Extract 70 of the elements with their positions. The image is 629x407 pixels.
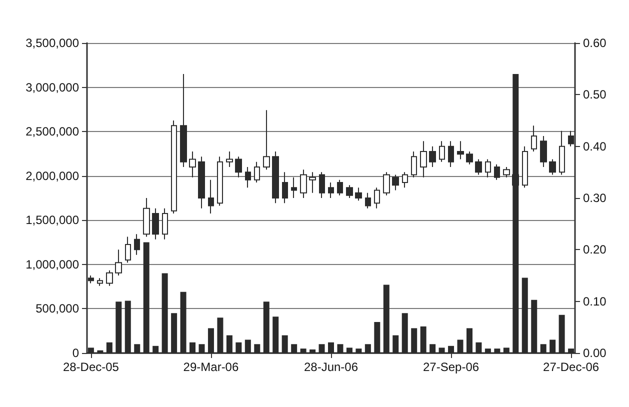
candlestick: [115, 249, 122, 276]
y2-tick-label: 0.30: [583, 191, 607, 205]
candlestick: [208, 179, 214, 214]
y-tick-label: 1,500,000: [26, 213, 80, 228]
candlestick: [245, 166, 251, 188]
candlestick: [355, 187, 362, 202]
y-tick-label: 3,000,000: [26, 80, 80, 94]
y-tick-label: 0: [72, 346, 80, 360]
candlestick: [503, 166, 510, 178]
candlestick: [485, 158, 491, 178]
candlestick: [152, 208, 159, 240]
candlestick: [106, 270, 113, 286]
candlestick: [319, 172, 325, 198]
y2-tick-label: 0.20: [583, 242, 607, 257]
candlestick: [420, 140, 427, 178]
candlestick: [189, 151, 196, 178]
candlestick: [171, 120, 177, 214]
candlestick: [475, 158, 482, 176]
y2-tick-label: 0.60: [583, 36, 607, 50]
y2-tick-label: 0.40: [583, 139, 607, 154]
candlestick: [448, 140, 454, 168]
y-tick-label: 500,000: [36, 302, 80, 316]
candlestick: [235, 156, 242, 178]
candlestick: [180, 74, 187, 168]
candlestick: [522, 146, 528, 188]
candlestick: [300, 169, 307, 198]
y-tick-label: 2,500,000: [26, 124, 80, 139]
candlestick: [549, 158, 556, 176]
candlestick: [125, 236, 131, 264]
candlestick: [263, 110, 270, 170]
x-tick-label: 29-Mar-06: [183, 360, 239, 374]
candlestick: [328, 182, 334, 198]
candlestick: [494, 164, 500, 180]
candlestick: [272, 151, 279, 204]
candlestick: [466, 151, 473, 165]
candlestick: [374, 187, 380, 209]
candlestick: [346, 184, 353, 198]
candlestick: [439, 140, 445, 162]
candlestick: [411, 151, 417, 178]
candlestick: [143, 198, 150, 238]
candlestick: [226, 151, 233, 168]
candlestick: [291, 176, 297, 198]
candlestick: [198, 156, 205, 209]
x-tick-label: 27-Sep-06: [423, 360, 480, 374]
candlestick: [383, 172, 390, 196]
candlestick: [282, 172, 288, 204]
candlestick: [531, 125, 537, 152]
candlestick: [429, 146, 436, 168]
candlestick: [309, 172, 316, 194]
candlestick: [457, 140, 464, 160]
candlestick: [392, 174, 399, 191]
candlestick: [162, 208, 168, 240]
candlestick: [540, 136, 547, 168]
candlestick: [254, 161, 260, 183]
y2-tick-label: 0.50: [583, 88, 607, 102]
candlestick: [97, 278, 103, 286]
y-tick-label: 1,000,000: [26, 257, 80, 272]
candlestick: [402, 172, 408, 188]
y-tick-label: 2,000,000: [26, 168, 80, 183]
x-tick-label: 28-Dec-05: [62, 360, 120, 374]
candlestick: [217, 156, 223, 206]
x-tick-label: 28-Jun-06: [304, 360, 358, 374]
candlestick: [134, 234, 140, 256]
x-tick-label: 27-Dec-06: [543, 360, 600, 374]
y2-tick-label: 0.10: [583, 294, 607, 308]
candlestick: [337, 179, 343, 196]
candlestick: [365, 192, 371, 209]
y-tick-label: 3,500,000: [26, 36, 80, 50]
y2-tick-label: 0.00: [583, 346, 607, 360]
candlestick: [559, 130, 565, 176]
